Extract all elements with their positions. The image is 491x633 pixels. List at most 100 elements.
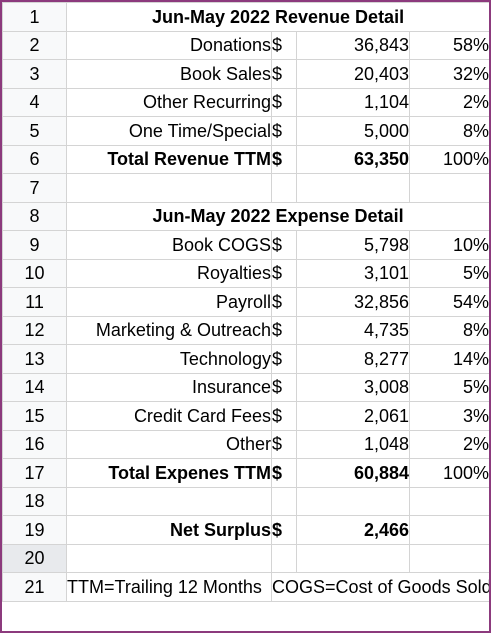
empty-cell[interactable] (66, 543, 272, 573)
amount-cell[interactable]: 32,856 (296, 287, 410, 317)
row-header[interactable]: 5 (2, 116, 67, 146)
empty-cell[interactable] (271, 173, 297, 203)
percent-cell[interactable]: 58% (408, 30, 489, 60)
row-header[interactable]: 21 (2, 572, 67, 602)
row-header[interactable]: 15 (2, 401, 67, 431)
currency-cell[interactable]: $ (271, 287, 297, 317)
percent-cell[interactable]: 2% (408, 87, 489, 117)
empty-cell[interactable] (66, 173, 272, 203)
currency-cell[interactable]: $ (271, 458, 297, 488)
currency-cell[interactable]: $ (271, 344, 297, 374)
row-header[interactable]: 7 (2, 173, 67, 203)
currency-cell[interactable]: $ (271, 30, 297, 60)
percent-cell[interactable]: 100% (408, 458, 489, 488)
percent-cell[interactable]: 5% (408, 372, 489, 402)
empty-cell[interactable] (408, 486, 489, 516)
empty-cell[interactable] (296, 543, 410, 573)
expense-label-cell[interactable]: Other (66, 429, 272, 459)
row-header[interactable]: 3 (2, 59, 67, 89)
row-header[interactable]: 4 (2, 87, 67, 117)
empty-cell[interactable] (408, 173, 489, 203)
currency-cell[interactable]: $ (271, 372, 297, 402)
amount-cell[interactable]: 3,008 (296, 372, 410, 402)
net-surplus-amount-cell[interactable]: 2,466 (296, 515, 410, 545)
sheet-row: 1 Jun-May 2022 Revenue Detail (2, 2, 489, 32)
row-header[interactable]: 16 (2, 429, 67, 459)
amount-cell[interactable]: 2,061 (296, 401, 410, 431)
percent-cell[interactable]: 14% (408, 344, 489, 374)
expense-label-cell[interactable]: Royalties (66, 258, 272, 288)
empty-cell[interactable] (408, 515, 489, 545)
row-header[interactable]: 12 (2, 315, 67, 345)
currency-cell[interactable]: $ (271, 230, 297, 260)
net-surplus-label-cell[interactable]: Net Surplus (66, 515, 272, 545)
sheet-row: 11 Payroll $ 32,856 54% (2, 287, 489, 317)
expense-label-cell[interactable]: Technology (66, 344, 272, 374)
empty-cell[interactable] (296, 486, 410, 516)
revenue-title-cell[interactable]: Jun-May 2022 Revenue Detail (65, 2, 489, 32)
revenue-label-cell[interactable]: Donations (66, 30, 272, 60)
percent-cell[interactable]: 10% (408, 230, 489, 260)
percent-cell[interactable]: 100% (408, 144, 489, 174)
expense-label-cell[interactable]: Book COGS (66, 230, 272, 260)
row-header-selected[interactable]: 20 (2, 543, 67, 573)
currency-cell[interactable]: $ (271, 515, 297, 545)
revenue-total-amount-cell[interactable]: 63,350 (296, 144, 410, 174)
row-header[interactable]: 18 (2, 486, 67, 516)
percent-cell[interactable]: 2% (408, 429, 489, 459)
empty-cell[interactable] (296, 173, 410, 203)
revenue-label-cell[interactable]: One Time/Special (66, 116, 272, 146)
row-header[interactable]: 9 (2, 230, 67, 260)
empty-cell[interactable] (271, 486, 297, 516)
currency-cell[interactable]: $ (271, 429, 297, 459)
row-header[interactable]: 11 (2, 287, 67, 317)
percent-cell[interactable]: 54% (408, 287, 489, 317)
revenue-total-label-cell[interactable]: Total Revenue TTM (66, 144, 272, 174)
expense-total-amount-cell[interactable]: 60,884 (296, 458, 410, 488)
empty-cell[interactable] (66, 486, 272, 516)
row-header[interactable]: 10 (2, 258, 67, 288)
expense-label-cell[interactable]: Credit Card Fees (66, 401, 272, 431)
percent-cell[interactable]: 8% (408, 315, 489, 345)
percent-cell[interactable]: 32% (408, 59, 489, 89)
row-header[interactable]: 1 (2, 2, 67, 32)
currency-cell[interactable]: $ (271, 87, 297, 117)
row-header[interactable]: 2 (2, 30, 67, 60)
amount-cell[interactable]: 1,104 (296, 87, 410, 117)
row-header[interactable]: 14 (2, 372, 67, 402)
ttm-note-cell[interactable]: TTM=Trailing 12 Months (66, 572, 272, 602)
row-header[interactable]: 17 (2, 458, 67, 488)
amount-cell[interactable]: 5,798 (296, 230, 410, 260)
currency-cell[interactable]: $ (271, 315, 297, 345)
expense-label-cell[interactable]: Marketing & Outreach (66, 315, 272, 345)
expense-label-cell[interactable]: Payroll (66, 287, 272, 317)
row-header[interactable]: 6 (2, 144, 67, 174)
percent-cell[interactable]: 3% (408, 401, 489, 431)
revenue-label-cell[interactable]: Book Sales (66, 59, 272, 89)
amount-cell[interactable]: 1,048 (296, 429, 410, 459)
row-header[interactable]: 13 (2, 344, 67, 374)
expense-total-label-cell[interactable]: Total Expenes TTM (66, 458, 272, 488)
expense-label-cell[interactable]: Insurance (66, 372, 272, 402)
currency-cell[interactable]: $ (271, 401, 297, 431)
amount-cell[interactable]: 5,000 (296, 116, 410, 146)
cogs-note-cell[interactable]: COGS=Cost of Goods Sold (270, 572, 489, 602)
expense-title-cell[interactable]: Jun-May 2022 Expense Detail (65, 201, 489, 231)
amount-cell[interactable]: 36,843 (296, 30, 410, 60)
row-header[interactable]: 8 (2, 201, 67, 231)
amount-cell[interactable]: 20,403 (296, 59, 410, 89)
currency-cell[interactable]: $ (271, 258, 297, 288)
sheet-row: 8 Jun-May 2022 Expense Detail (2, 201, 489, 231)
amount-cell[interactable]: 8,277 (296, 344, 410, 374)
amount-cell[interactable]: 3,101 (296, 258, 410, 288)
currency-cell[interactable]: $ (271, 144, 297, 174)
currency-cell[interactable]: $ (271, 59, 297, 89)
revenue-label-cell[interactable]: Other Recurring (66, 87, 272, 117)
currency-cell[interactable]: $ (271, 116, 297, 146)
percent-cell[interactable]: 5% (408, 258, 489, 288)
amount-cell[interactable]: 4,735 (296, 315, 410, 345)
empty-cell[interactable] (408, 543, 489, 573)
percent-cell[interactable]: 8% (408, 116, 489, 146)
row-header[interactable]: 19 (2, 515, 67, 545)
empty-cell[interactable] (271, 543, 297, 573)
